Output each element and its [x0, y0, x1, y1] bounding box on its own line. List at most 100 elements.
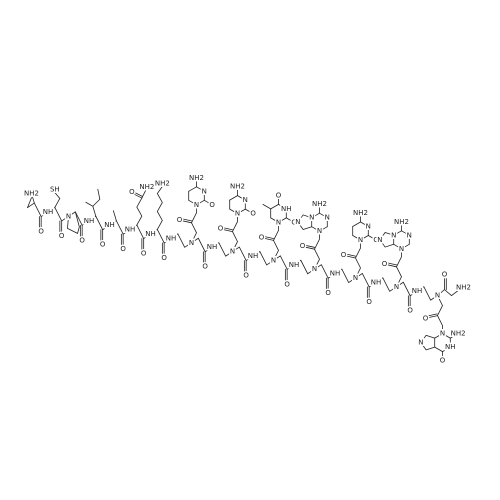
atom-label: N: [202, 187, 207, 195]
bond: [196, 199, 205, 206]
bond: [191, 237, 213, 253]
atom-label: N: [194, 201, 199, 209]
bond: [352, 235, 361, 241]
atom-label: NH: [104, 221, 115, 229]
atom-label: O: [407, 307, 413, 315]
atom-label: N: [189, 239, 194, 247]
bond: [237, 208, 246, 215]
atom-label: O: [276, 191, 282, 199]
bond: [211, 242, 233, 257]
atom-label: O: [129, 188, 135, 196]
atom-label: N: [271, 256, 276, 264]
bond: [150, 228, 172, 244]
atom-label: O: [382, 260, 388, 268]
atom-label: O: [38, 228, 44, 236]
atom-label: NH: [289, 261, 300, 269]
bond: [416, 286, 438, 301]
bond: [188, 199, 197, 206]
atom-label: N: [435, 292, 440, 300]
atom-label: N: [309, 214, 314, 222]
bond: [305, 246, 315, 250]
bond: [109, 220, 131, 235]
atom-label: N: [358, 236, 363, 244]
atom-label: O: [259, 233, 265, 241]
atom-label: O: [209, 201, 215, 209]
bond: [188, 186, 197, 192]
atom-label: O: [120, 245, 126, 253]
bond: [182, 218, 193, 222]
bond: [387, 262, 398, 266]
bond: [196, 186, 205, 192]
bond: [133, 193, 143, 199]
bond: [244, 208, 254, 215]
atom-label: NH: [43, 208, 54, 216]
atom-label: O: [341, 251, 347, 259]
bond: [401, 230, 410, 236]
atom-label: N: [407, 231, 412, 239]
atom-label: N: [317, 227, 322, 235]
bond: [360, 221, 369, 227]
bond: [401, 243, 410, 250]
bond: [319, 226, 328, 232]
bond: [141, 189, 147, 199]
atom-label: NH: [281, 205, 292, 213]
atom-label: NH: [248, 252, 259, 260]
atom-label: O: [218, 225, 224, 233]
bond: [92, 188, 101, 207]
bond: [129, 224, 151, 240]
bond: [442, 346, 451, 353]
bond: [270, 217, 279, 223]
atom-label: N: [399, 245, 404, 253]
atom-label: O: [250, 210, 256, 218]
bond: [427, 313, 438, 317]
atom-label: N: [235, 210, 240, 218]
atom-label: O: [100, 241, 106, 249]
bond: [434, 333, 443, 339]
bond: [387, 264, 397, 268]
atom-label: O: [442, 271, 448, 279]
bond: [311, 226, 320, 232]
bond: [346, 255, 356, 259]
atom-label: O: [325, 289, 331, 297]
atom-label: N: [243, 196, 248, 204]
bond: [434, 346, 443, 353]
atom-label: N: [366, 223, 371, 231]
atom-label: NH: [207, 243, 218, 251]
bond: [67, 211, 80, 234]
bond: [264, 236, 275, 240]
atom-label: NH2: [353, 209, 368, 217]
bond: [88, 215, 110, 231]
bond: [136, 197, 143, 226]
bond: [314, 264, 336, 279]
bond: [360, 235, 369, 241]
bond: [355, 272, 377, 288]
atom-label: NH2: [230, 183, 245, 191]
bond: [278, 203, 287, 210]
atom-label: SH: [50, 185, 60, 193]
atom-label: NH2: [451, 330, 466, 338]
atom-label: NH: [145, 230, 156, 238]
bond: [134, 192, 144, 197]
atom-label: O: [202, 263, 208, 271]
atom-label: NH: [371, 278, 382, 286]
bond: [449, 333, 459, 339]
bond: [54, 192, 61, 208]
bond: [229, 208, 238, 215]
atom-label: O: [177, 216, 183, 224]
atom-label: O: [243, 272, 249, 280]
bond: [293, 259, 315, 275]
bond: [379, 232, 395, 248]
bond: [223, 229, 233, 233]
atom-label: N: [230, 248, 235, 256]
atom-label: NH: [412, 287, 423, 295]
atom-label: N: [440, 330, 445, 338]
atom-label: NH2: [189, 174, 204, 182]
bond: [346, 253, 357, 257]
atom-label: NH: [166, 234, 177, 242]
atom-label: NH: [445, 343, 456, 351]
bond: [278, 217, 287, 223]
bond: [319, 212, 328, 219]
bond: [156, 186, 163, 230]
bond: [442, 333, 451, 339]
atom-label: N: [66, 212, 71, 220]
